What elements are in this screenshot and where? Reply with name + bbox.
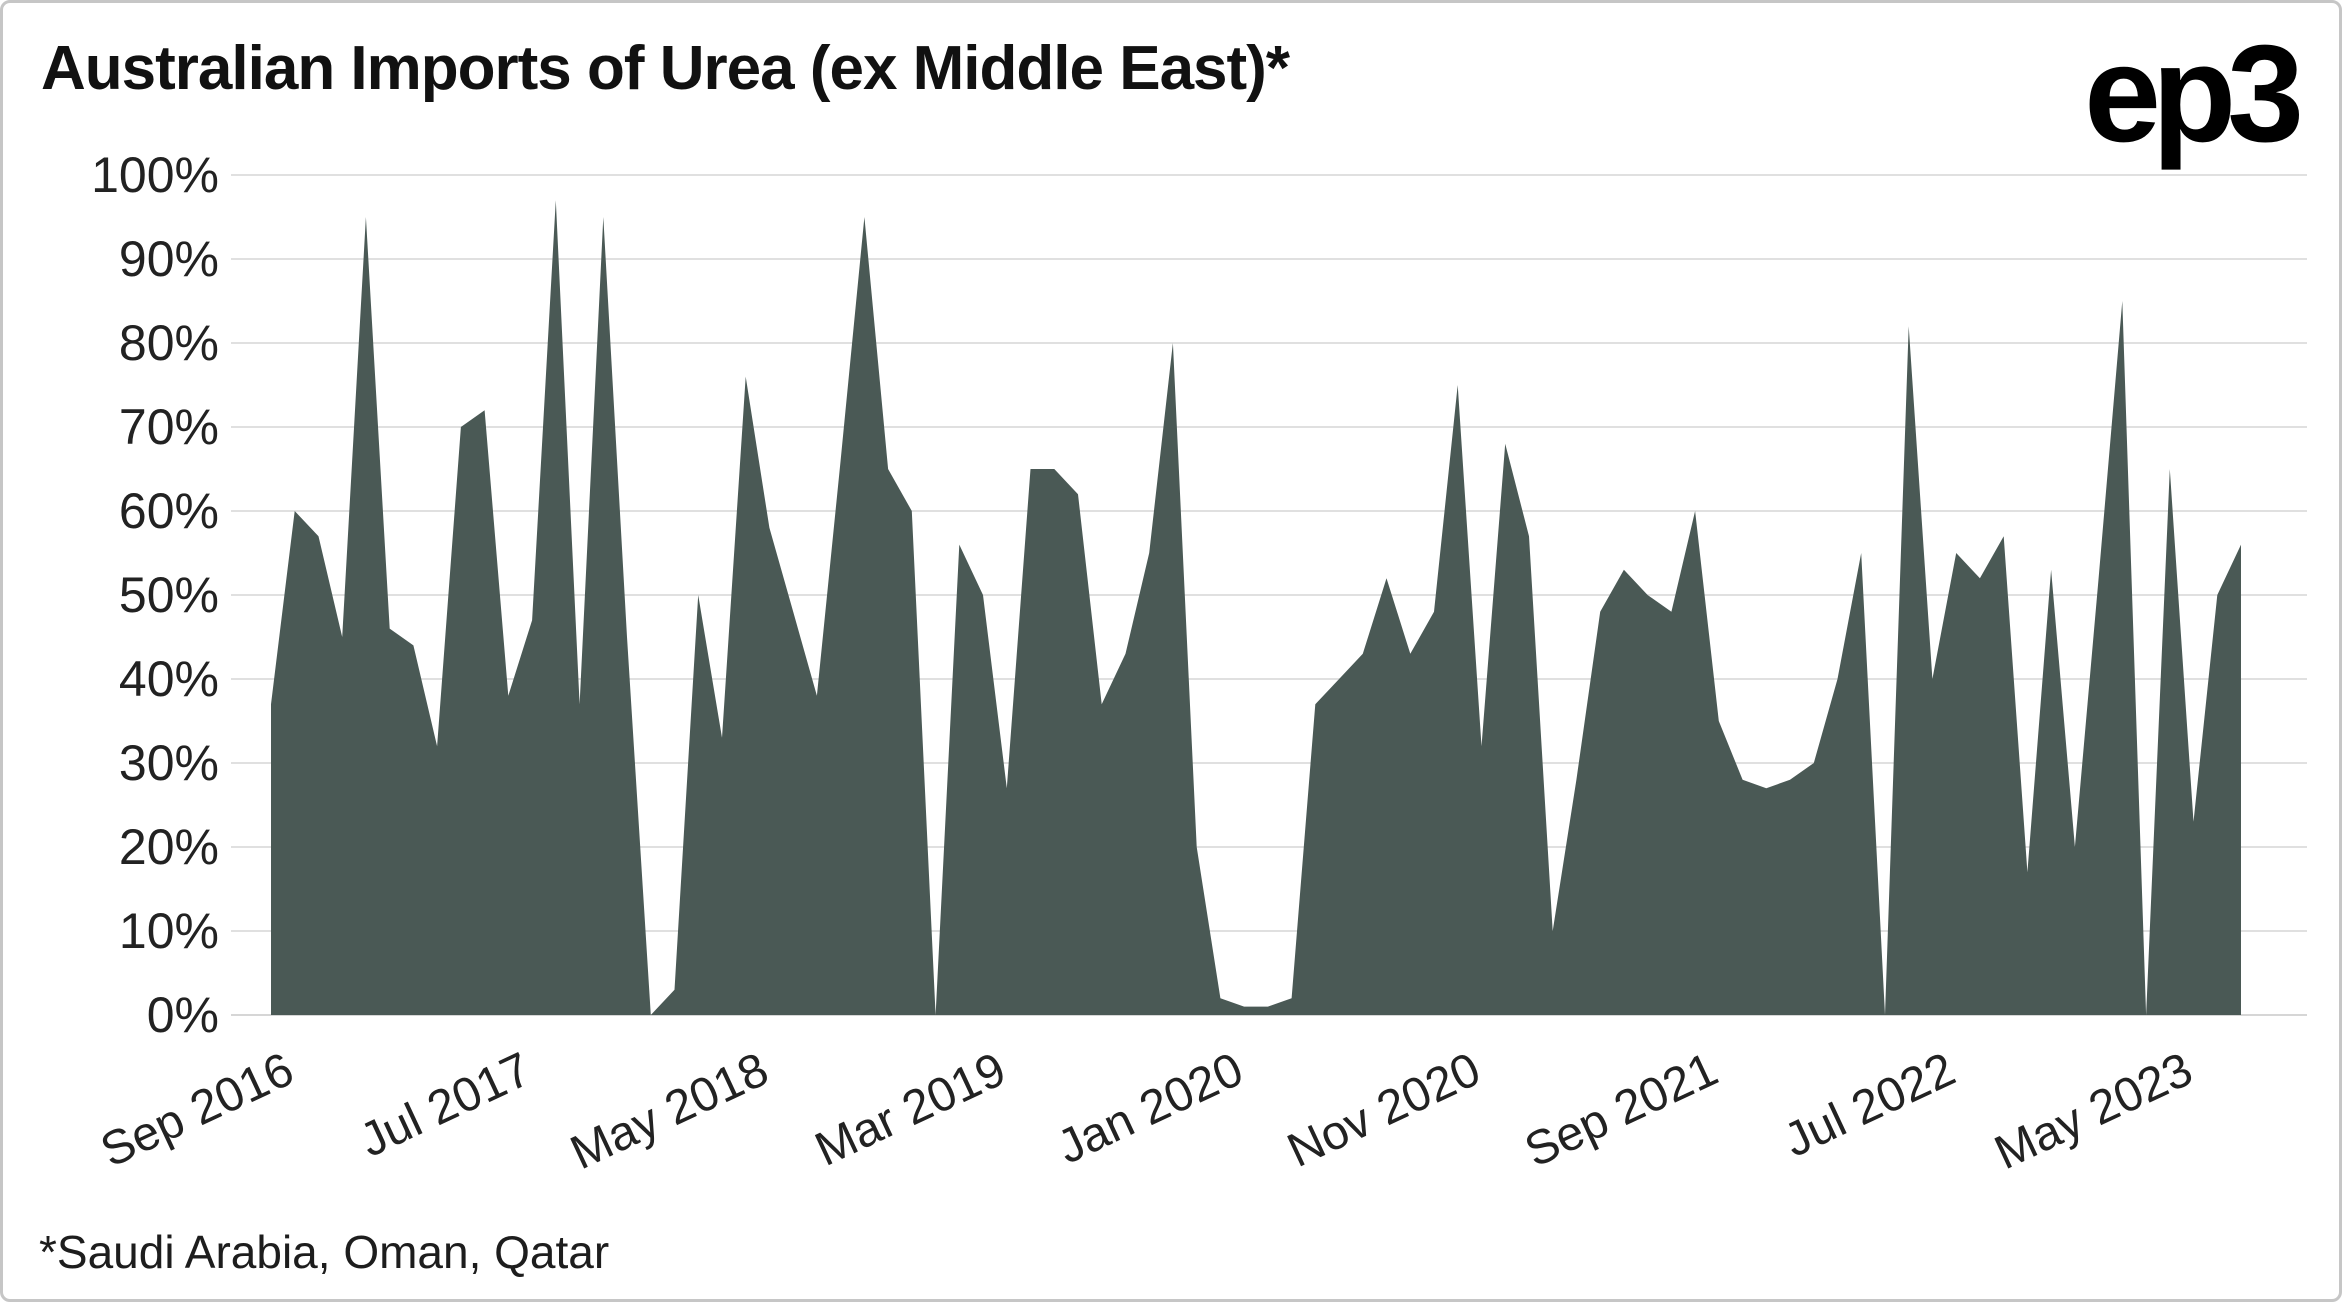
y-tick-label: 80% xyxy=(119,315,219,371)
x-tick-label: Jan 2020 xyxy=(1050,1043,1251,1175)
x-tick-label: May 2018 xyxy=(563,1043,776,1180)
x-tick-label: Jul 2017 xyxy=(352,1043,539,1168)
y-tick-label: 0% xyxy=(147,987,219,1043)
y-tick-label: 70% xyxy=(119,399,219,455)
x-tick-label: May 2023 xyxy=(1987,1043,2200,1180)
x-tick-label: Nov 2020 xyxy=(1280,1043,1489,1178)
x-tick-label: Sep 2021 xyxy=(1517,1043,1726,1178)
y-tick-label: 20% xyxy=(119,819,219,875)
y-tick-label: 100% xyxy=(91,147,219,203)
area-polygon xyxy=(271,200,2241,1015)
x-tick-label: Jul 2022 xyxy=(1776,1043,1963,1168)
y-tick-label: 30% xyxy=(119,735,219,791)
area-series xyxy=(271,200,2241,1015)
y-tick-label: 50% xyxy=(119,567,219,623)
x-axis-labels: Sep 2016 Jul 2017 May 2018 Mar 2019 Jan 2020… xyxy=(93,1043,2200,1180)
y-tick-label: 40% xyxy=(119,651,219,707)
x-tick-label: Sep 2016 xyxy=(93,1043,302,1178)
y-tick-label: 90% xyxy=(119,231,219,287)
x-tick-label: Mar 2019 xyxy=(808,1043,1014,1177)
chart-footnote: *Saudi Arabia, Oman, Qatar xyxy=(39,1226,610,1278)
ep3-logo: ep3 xyxy=(2084,17,2304,171)
y-tick-label: 60% xyxy=(119,483,219,539)
y-axis-labels: 0% 10% 20% 30% 40% 50% 60% 70% 80% 90% 100% xyxy=(91,147,219,1043)
area-chart: 0% 10% 20% 30% 40% 50% 60% 70% 80% 90% 100% Sep 20… xyxy=(91,147,2307,1180)
chart-title: Australian Imports of Urea (ex Middle Ea… xyxy=(41,34,1290,103)
y-tick-label: 10% xyxy=(119,903,219,959)
